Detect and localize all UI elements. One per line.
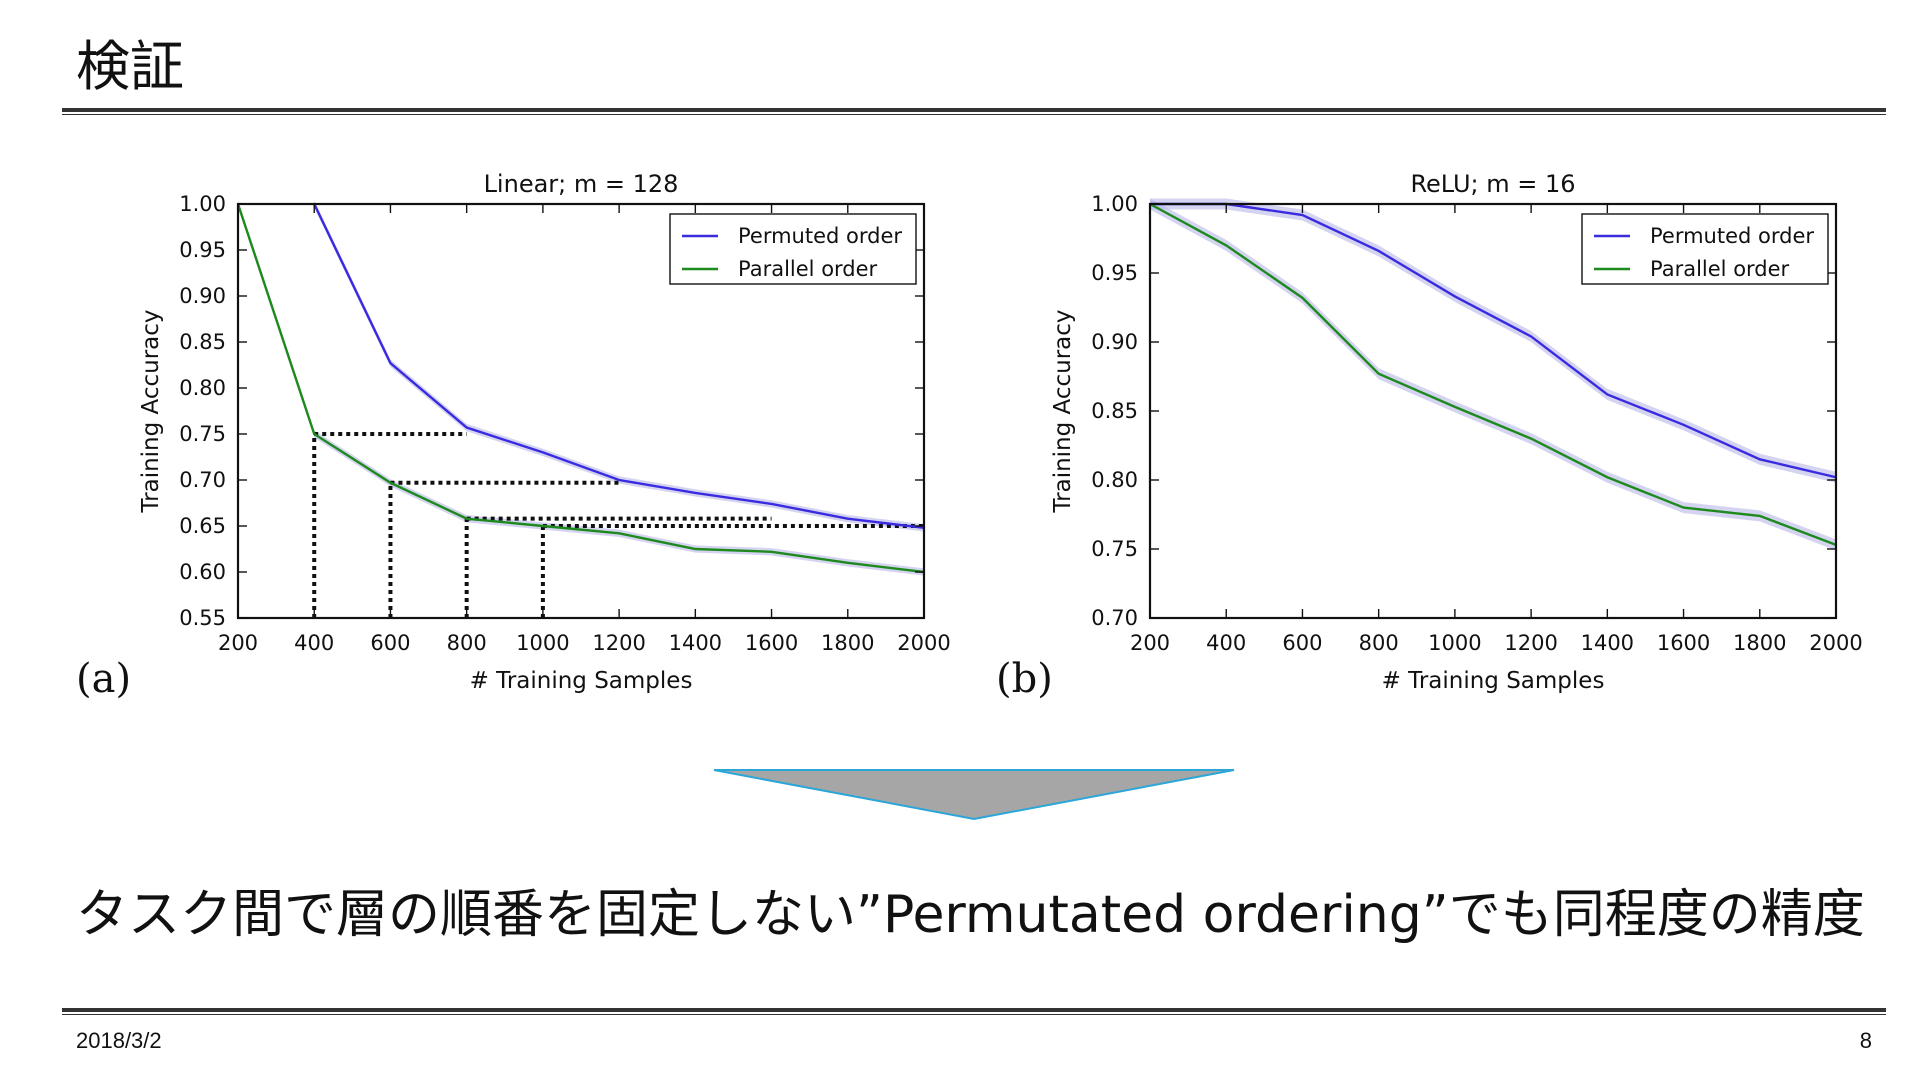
legend-entry: Parallel order	[738, 257, 878, 281]
x-tick-label: 2000	[897, 631, 950, 655]
y-axis-label: Training Accuracy	[1050, 309, 1076, 513]
footer-divider	[62, 1008, 1886, 1015]
legend-box	[669, 213, 917, 285]
x-tick-label: 600	[370, 631, 410, 655]
y-tick-label: 0.90	[1091, 330, 1138, 354]
chart-title: Linear; m = 128	[484, 170, 679, 198]
chart-relu: ReLU; m = 16 200 400 600 800 1000 1200 1400 1600…	[1050, 170, 1863, 694]
x-tick-label: 1800	[1733, 631, 1786, 655]
series-line-permuted	[1150, 202, 1837, 479]
y-tick-label: 0.90	[179, 284, 226, 308]
footer-date: 2018/3/2	[76, 1028, 162, 1053]
page-number: 8	[1859, 1028, 1872, 1053]
y-tick-label: 0.55	[179, 606, 226, 630]
legend-entry: Permuted order	[1650, 224, 1814, 248]
x-tick-label: 800	[1359, 631, 1399, 655]
x-tick-label: 1200	[592, 631, 645, 655]
legend-box	[1581, 213, 1829, 285]
x-tick-label: 1000	[516, 631, 569, 655]
x-tick-label: 400	[294, 631, 334, 655]
down-arrow-icon	[713, 769, 1235, 821]
x-tick-label: 1800	[821, 631, 874, 655]
x-tick-label: 800	[447, 631, 487, 655]
y-tick-label: 1.00	[179, 192, 226, 216]
y-tick-label: 0.80	[179, 376, 226, 400]
chart-panel-b: ReLU; m = 16 200 400 600 800 1000 1200 1400 1600…	[1040, 150, 1880, 710]
chart-panel-a: Linear; m = 128 200 400 600 800 1000 1200 1400 1…	[128, 150, 968, 710]
series-band-1	[1150, 198, 1836, 551]
x-tick-label: 1400	[669, 631, 722, 655]
panel-label-b: (b)	[996, 656, 1053, 702]
series-line-parallel	[1149, 202, 1837, 546]
y-tick-label: 0.95	[1091, 261, 1138, 285]
slide-title: 検証	[76, 35, 184, 98]
plot-frame	[236, 202, 926, 620]
x-tick-label: 1600	[745, 631, 798, 655]
y-tick-label: 0.70	[179, 468, 226, 492]
title-divider	[62, 108, 1886, 115]
legend-entry: Parallel order	[1650, 257, 1790, 281]
x-tick-label: 1200	[1504, 631, 1557, 655]
conclusion-text: タスク間で層の順番を固定しない”Permutated ordering”でも同程…	[76, 885, 1865, 945]
x-axis-label: # Training Samples	[470, 668, 693, 694]
x-tick-label: 1600	[1657, 631, 1710, 655]
x-tick-label: 200	[1130, 631, 1170, 655]
x-tick-label: 1400	[1581, 631, 1634, 655]
y-tick-label: 0.60	[179, 560, 226, 584]
x-tick-label: 400	[1206, 631, 1246, 655]
series-line-permuted	[313, 203, 925, 530]
series-line-parallel	[236, 203, 925, 574]
x-axis-label: # Training Samples	[1382, 668, 1605, 694]
x-tick-label: 2000	[1809, 631, 1862, 655]
legend-entry: Permuted order	[738, 224, 902, 248]
x-tick-label: 600	[1282, 631, 1322, 655]
y-tick-label: 0.70	[1091, 606, 1138, 630]
y-axis-label: Training Accuracy	[138, 309, 164, 513]
y-tick-label: 0.85	[1091, 399, 1138, 423]
y-tick-label: 0.65	[179, 514, 226, 538]
panel-label-a: (a)	[76, 656, 132, 702]
y-tick-label: 1.00	[1091, 192, 1138, 216]
y-tick-label: 0.85	[179, 330, 226, 354]
y-tick-label: 0.75	[179, 422, 226, 446]
y-tick-label: 0.95	[179, 238, 226, 262]
x-tick-label: 1000	[1428, 631, 1481, 655]
x-tick-label: 200	[218, 631, 258, 655]
chart-title: ReLU; m = 16	[1410, 170, 1575, 198]
y-tick-label: 0.75	[1091, 537, 1138, 561]
y-tick-label: 0.80	[1091, 468, 1138, 492]
chart-linear: Linear; m = 128 200 400 600 800 1000 1200 1400 1…	[138, 170, 951, 694]
